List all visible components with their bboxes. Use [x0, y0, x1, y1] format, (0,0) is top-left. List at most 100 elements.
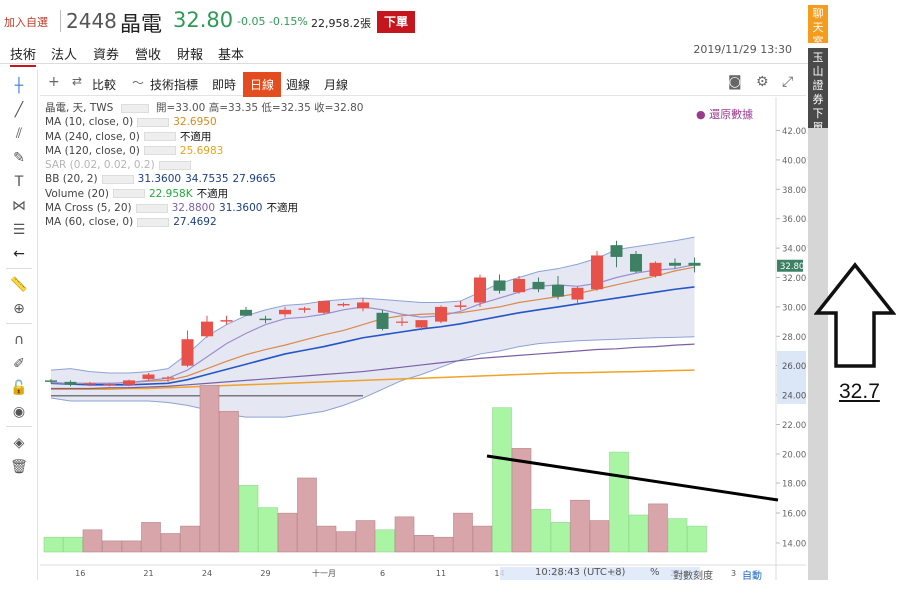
legend-indicator-controls[interactable] [101, 174, 134, 184]
pattern-icon[interactable]: ⋈ [12, 198, 26, 214]
volume-tick-label: 14.00 [782, 540, 806, 550]
lock-icon[interactable]: 🔓 [10, 380, 28, 396]
legend-indicator-row[interactable]: BB (20, 2) 31.3600 34.7535 27.9665 [45, 172, 363, 186]
fibonacci-icon[interactable]: ☰ [12, 222, 26, 238]
header-divider [60, 10, 61, 32]
legend-controls[interactable] [120, 103, 149, 113]
chart-clock: 10:28:43 (UTC+8) [535, 567, 626, 578]
tab-basic[interactable]: 基本 [218, 48, 245, 63]
y-tick-label: 28.00 [782, 333, 806, 343]
candle-body [669, 262, 681, 266]
candle-body [45, 380, 57, 382]
candle-body [415, 320, 428, 328]
layers-icon[interactable]: ◈ [13, 435, 25, 451]
x-tick-label: 16 [75, 569, 85, 578]
place-order-button[interactable]: 下單 [377, 11, 415, 33]
text-tool-icon[interactable]: T [14, 174, 24, 190]
candle-body [259, 318, 272, 321]
eye-icon[interactable]: ◉ [12, 404, 26, 420]
legend-indicator-row[interactable]: MA (60, close, 0) 27.4692 [45, 215, 363, 229]
ma10-line [50, 266, 695, 384]
trend-line-icon[interactable]: ╱ [14, 102, 24, 118]
fullscreen-icon[interactable]: ⤢ [782, 74, 794, 90]
volume-bar [492, 407, 512, 553]
ma5-line [50, 263, 695, 384]
legend-indicator-row[interactable]: Volume (20) 22.958K 不適用 [45, 187, 363, 201]
volume-bar [43, 536, 64, 553]
legend-indicator-controls[interactable] [112, 189, 145, 199]
volume-bar [121, 540, 142, 553]
candle-body [240, 309, 252, 316]
legend-indicator-value: 27.4692 [173, 216, 217, 229]
legend-indicator-value: 32.6950 [173, 116, 217, 129]
tab-technical[interactable]: 技術 [10, 44, 37, 67]
y-tick-label: 32.00 [782, 274, 806, 284]
tab-revenue[interactable]: 營收 [135, 48, 162, 63]
percent-scale-toggle[interactable]: % [650, 567, 660, 578]
legend-indicator-controls[interactable] [135, 203, 168, 213]
legend-open: 開=33.00 [156, 102, 206, 114]
chart-canvas[interactable]: 42.00 40.00 38.00 36.00 34.00 32.00 30.00 28.00… [40, 97, 806, 580]
legend-indicator-name: BB (20, 2) [45, 173, 98, 186]
intraday-button[interactable]: 即時 [212, 78, 237, 92]
add-symbol-icon[interactable]: + [48, 74, 60, 90]
indicator-icon[interactable]: 〜 [132, 76, 145, 90]
legend-indicator-controls[interactable] [137, 217, 170, 227]
weekly-button[interactable]: 週線 [286, 78, 311, 92]
trash-icon[interactable]: 🗑 [10, 459, 28, 475]
tab-margin[interactable]: 資券 [93, 48, 120, 63]
legend-indicator-controls[interactable] [137, 117, 170, 127]
add-watchlist-link[interactable]: 加入自選 [4, 16, 48, 29]
adjusted-data-toggle[interactable]: ● 還原數據 [696, 108, 754, 121]
volume-bar [472, 525, 493, 553]
multi-line-icon[interactable]: ⫽ [15, 126, 23, 142]
candle-body [162, 377, 174, 379]
volume-bar [141, 522, 161, 553]
ruler-icon[interactable]: 📏 [10, 277, 28, 293]
legend-indicator-row[interactable]: SAR (0.02, 0.02, 0.2) [45, 158, 363, 172]
volume-bar [667, 518, 688, 553]
y-tick-label: 26.00 [782, 362, 806, 372]
tab-institutional[interactable]: 法人 [51, 48, 78, 63]
volume-bar [355, 520, 376, 553]
legend-indicator-controls[interactable] [143, 146, 176, 156]
tab-financials[interactable]: 財報 [177, 48, 204, 63]
back-arrow-icon[interactable]: ← [13, 246, 25, 262]
legend-indicator-row[interactable]: MA (120, close, 0) 25.6983 [45, 144, 363, 158]
legend-indicator-row[interactable]: MA (10, close, 0) 32.6950 [45, 115, 363, 129]
x-tick-label: 十一月 [312, 568, 336, 578]
volume-bar [160, 533, 181, 553]
daily-button[interactable]: 日線 [243, 72, 282, 97]
compare-icon[interactable]: ⇄ [72, 74, 83, 88]
broker-order-tab[interactable]: 玉山證券下單 [808, 48, 828, 134]
stock-code: 2448 [66, 9, 117, 33]
legend-indicator-name: MA (10, close, 0) [45, 116, 134, 129]
chat-room-tab[interactable]: 聊天室 [808, 5, 828, 48]
log-scale-toggle[interactable]: 對數刻度 [673, 571, 713, 582]
lock-edit-icon[interactable]: ✐ [13, 356, 25, 372]
legend-indicator-controls[interactable] [158, 160, 191, 170]
volume-bar [589, 520, 610, 553]
candle-body [591, 255, 603, 290]
compare-button[interactable]: 比較 [92, 78, 117, 92]
legend-indicator-controls[interactable] [143, 132, 176, 142]
legend-indicator-row[interactable]: MA (240, close, 0) 不適用 [45, 130, 363, 144]
crosshair-icon[interactable]: ┼ [14, 78, 24, 94]
legend-indicator-value: 27.9665 [232, 173, 276, 186]
settings-gear-icon[interactable]: ⚙ [756, 74, 769, 90]
magnet-icon[interactable]: ∩ [13, 332, 25, 348]
zoom-in-icon[interactable]: ⊕ [13, 301, 25, 317]
camera-icon[interactable]: ◙ [728, 74, 742, 90]
auto-scale-toggle[interactable]: 自動 [742, 571, 762, 582]
volume-bar [102, 540, 122, 553]
volume-bar [570, 499, 590, 553]
candle-body [688, 262, 701, 266]
brush-icon[interactable]: ✎ [13, 150, 25, 166]
legend-ohlc-row: 晶電, 天, TWS 開=33.00 高=33.35 低=32.35 收=32.… [45, 101, 363, 115]
y-tick-label: 24.00 [782, 392, 806, 402]
candle-body [142, 374, 155, 379]
price-chart[interactable]: 42.00 40.00 38.00 36.00 34.00 32.00 30.00 28.00… [40, 97, 806, 582]
monthly-button[interactable]: 月線 [324, 78, 349, 92]
indicators-button[interactable]: 技術指標 [150, 78, 199, 92]
legend-indicator-row[interactable]: MA Cross (5, 20) 32.8800 31.3600 不適用 [45, 201, 363, 215]
